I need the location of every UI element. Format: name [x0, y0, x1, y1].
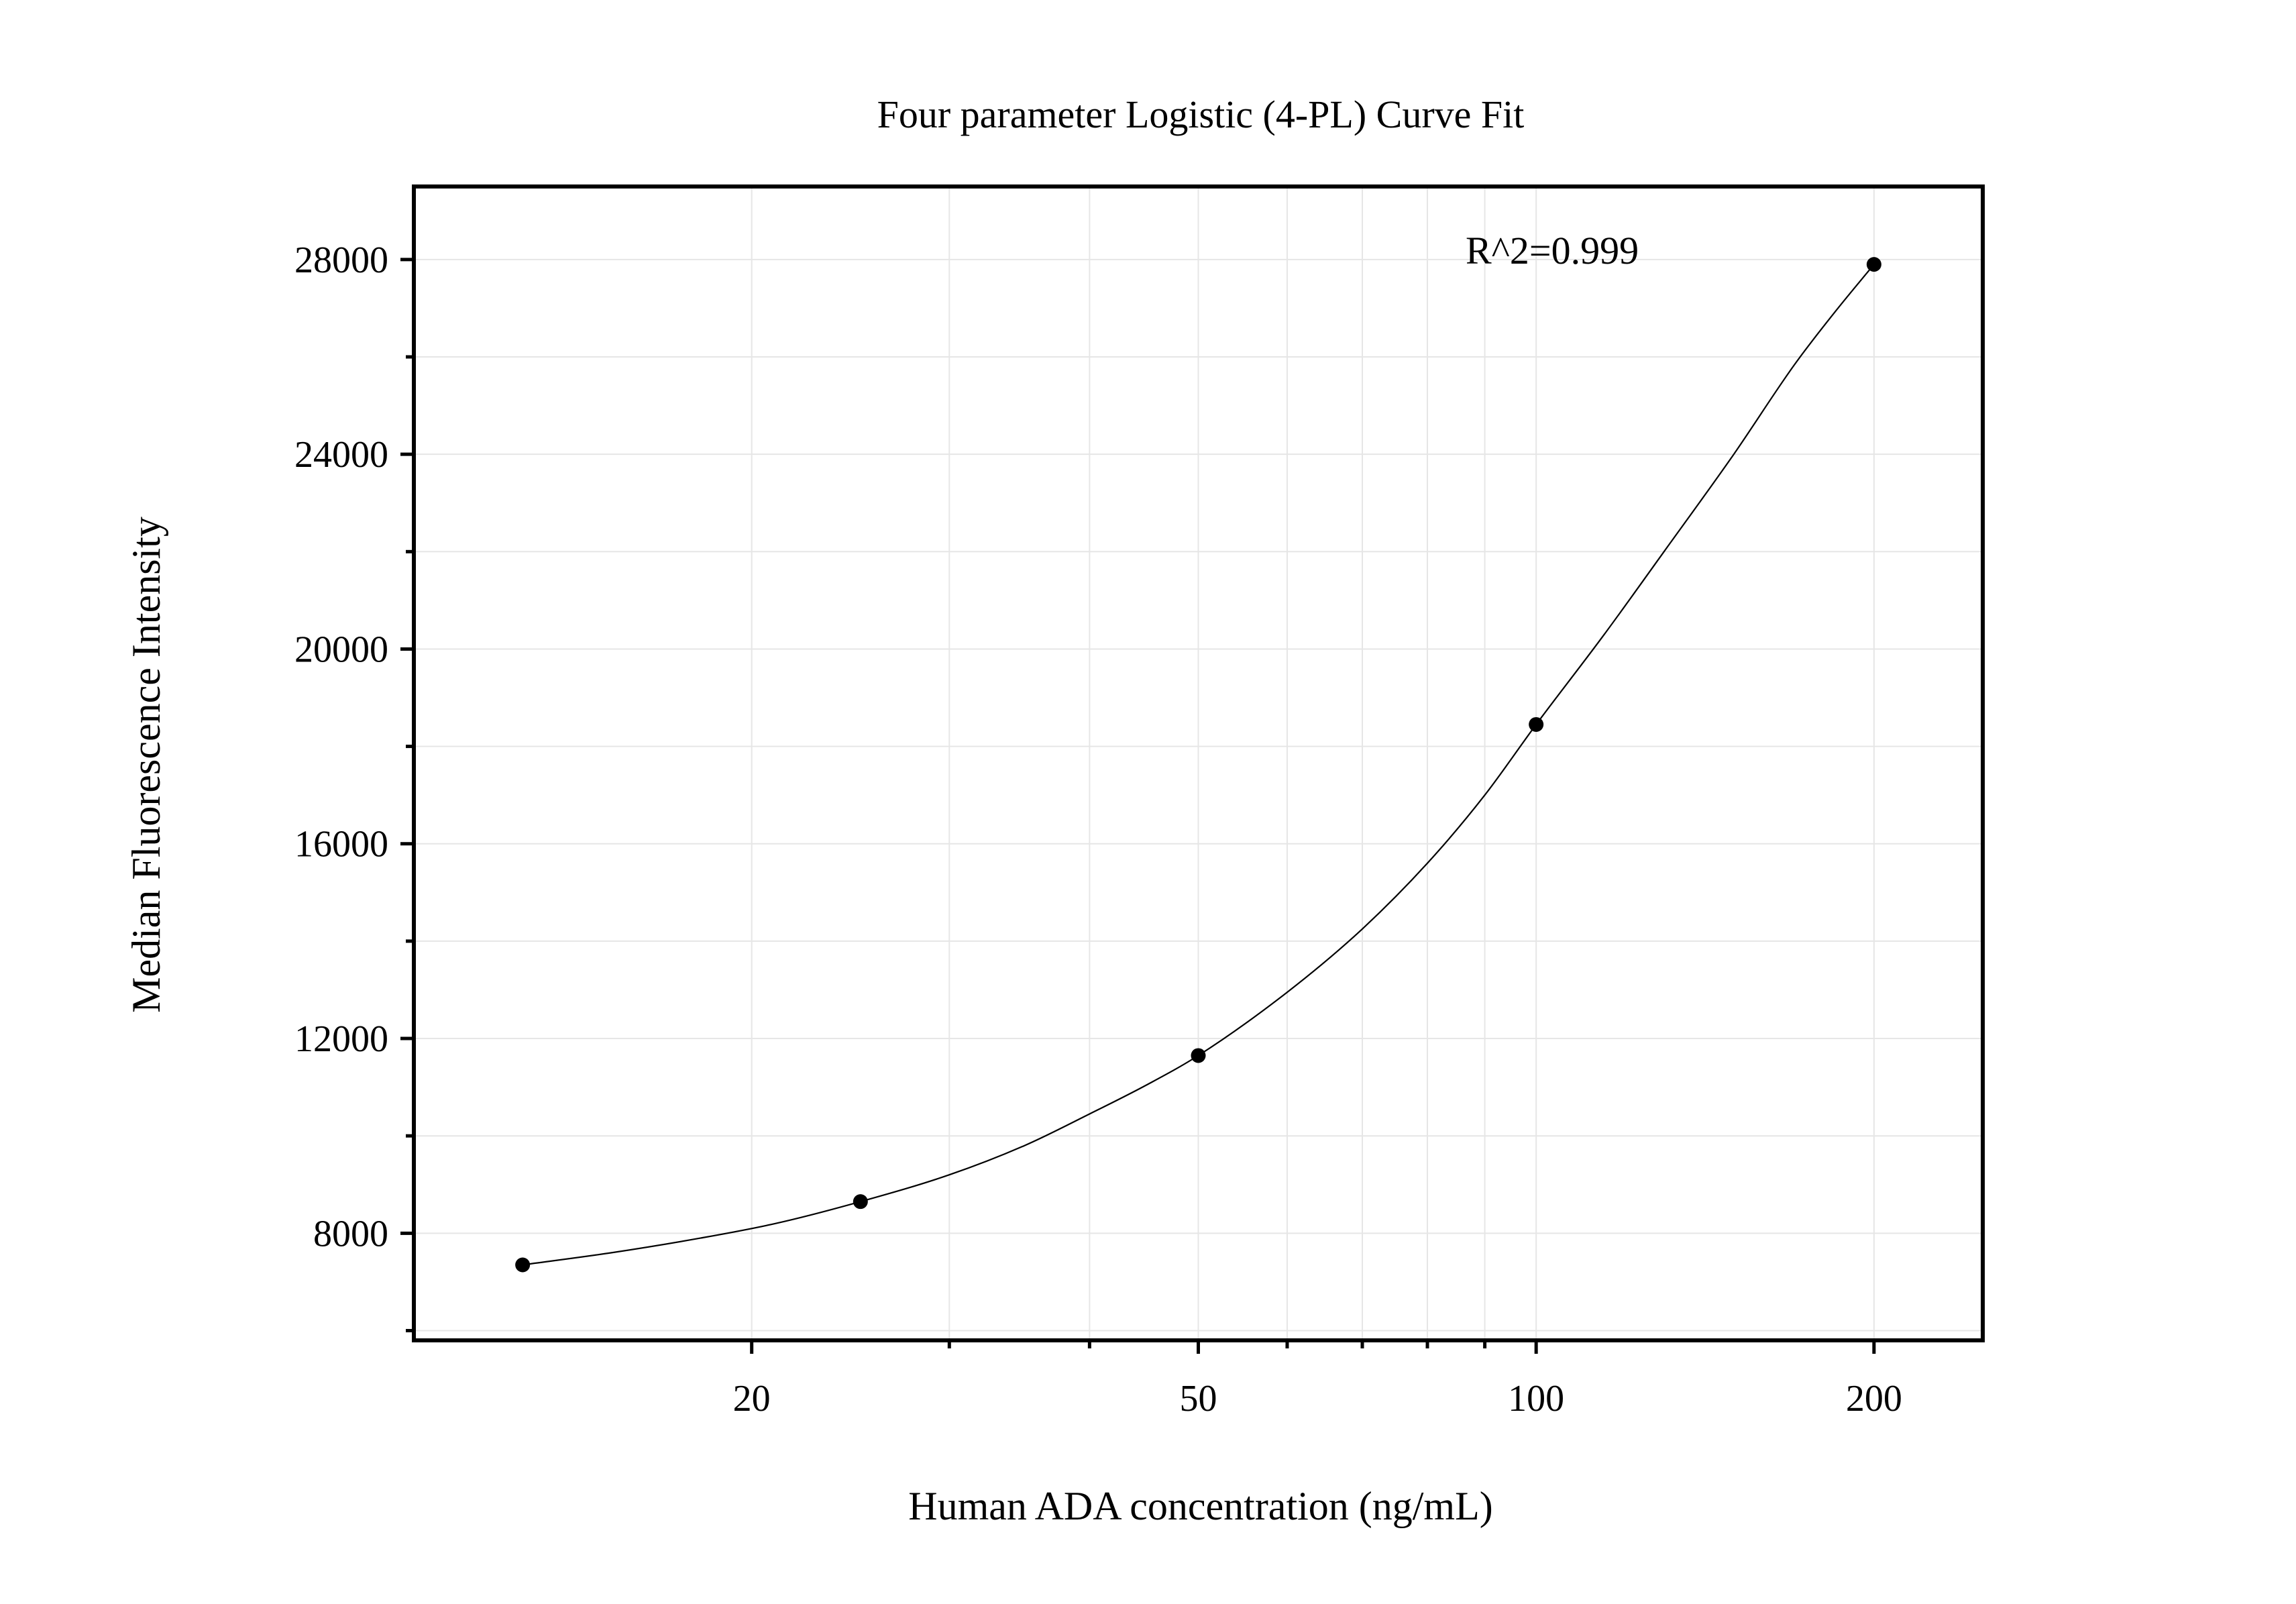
x-tick-label: 20	[733, 1378, 771, 1420]
y-tick-label: 8000	[313, 1213, 388, 1254]
data-point	[1866, 257, 1881, 272]
x-tick-label: 200	[1846, 1378, 1902, 1420]
y-axis-title: Median Fluorescence Intensity	[124, 517, 168, 1013]
x-tick-label: 50	[1180, 1378, 1217, 1420]
x-axis-title: Human ADA concentration (ng/mL)	[908, 1484, 1492, 1528]
points-layer	[515, 257, 1881, 1273]
y-tick-label: 20000	[294, 629, 388, 670]
y-tick-label: 16000	[294, 824, 388, 865]
data-point	[1191, 1048, 1206, 1063]
data-point	[853, 1194, 868, 1210]
data-point	[1529, 716, 1544, 732]
y-tick-label: 24000	[294, 434, 388, 476]
x-tick-label: 100	[1508, 1378, 1564, 1420]
fit-curve	[522, 264, 1875, 1266]
y-tick-label: 28000	[294, 239, 388, 281]
ticks-layer	[400, 258, 1876, 1354]
y-tick-label: 12000	[294, 1018, 388, 1060]
chart-title: Four parameter Logistic (4-PL) Curve Fit	[877, 93, 1525, 136]
data-point	[515, 1257, 531, 1273]
grid-layer	[414, 186, 1983, 1340]
r-squared-annotation: R^2=0.999	[1466, 229, 1639, 272]
tick-labels-layer: 20 50 100 200 8000 12000 16000 20000 24000 28000	[294, 239, 1902, 1420]
